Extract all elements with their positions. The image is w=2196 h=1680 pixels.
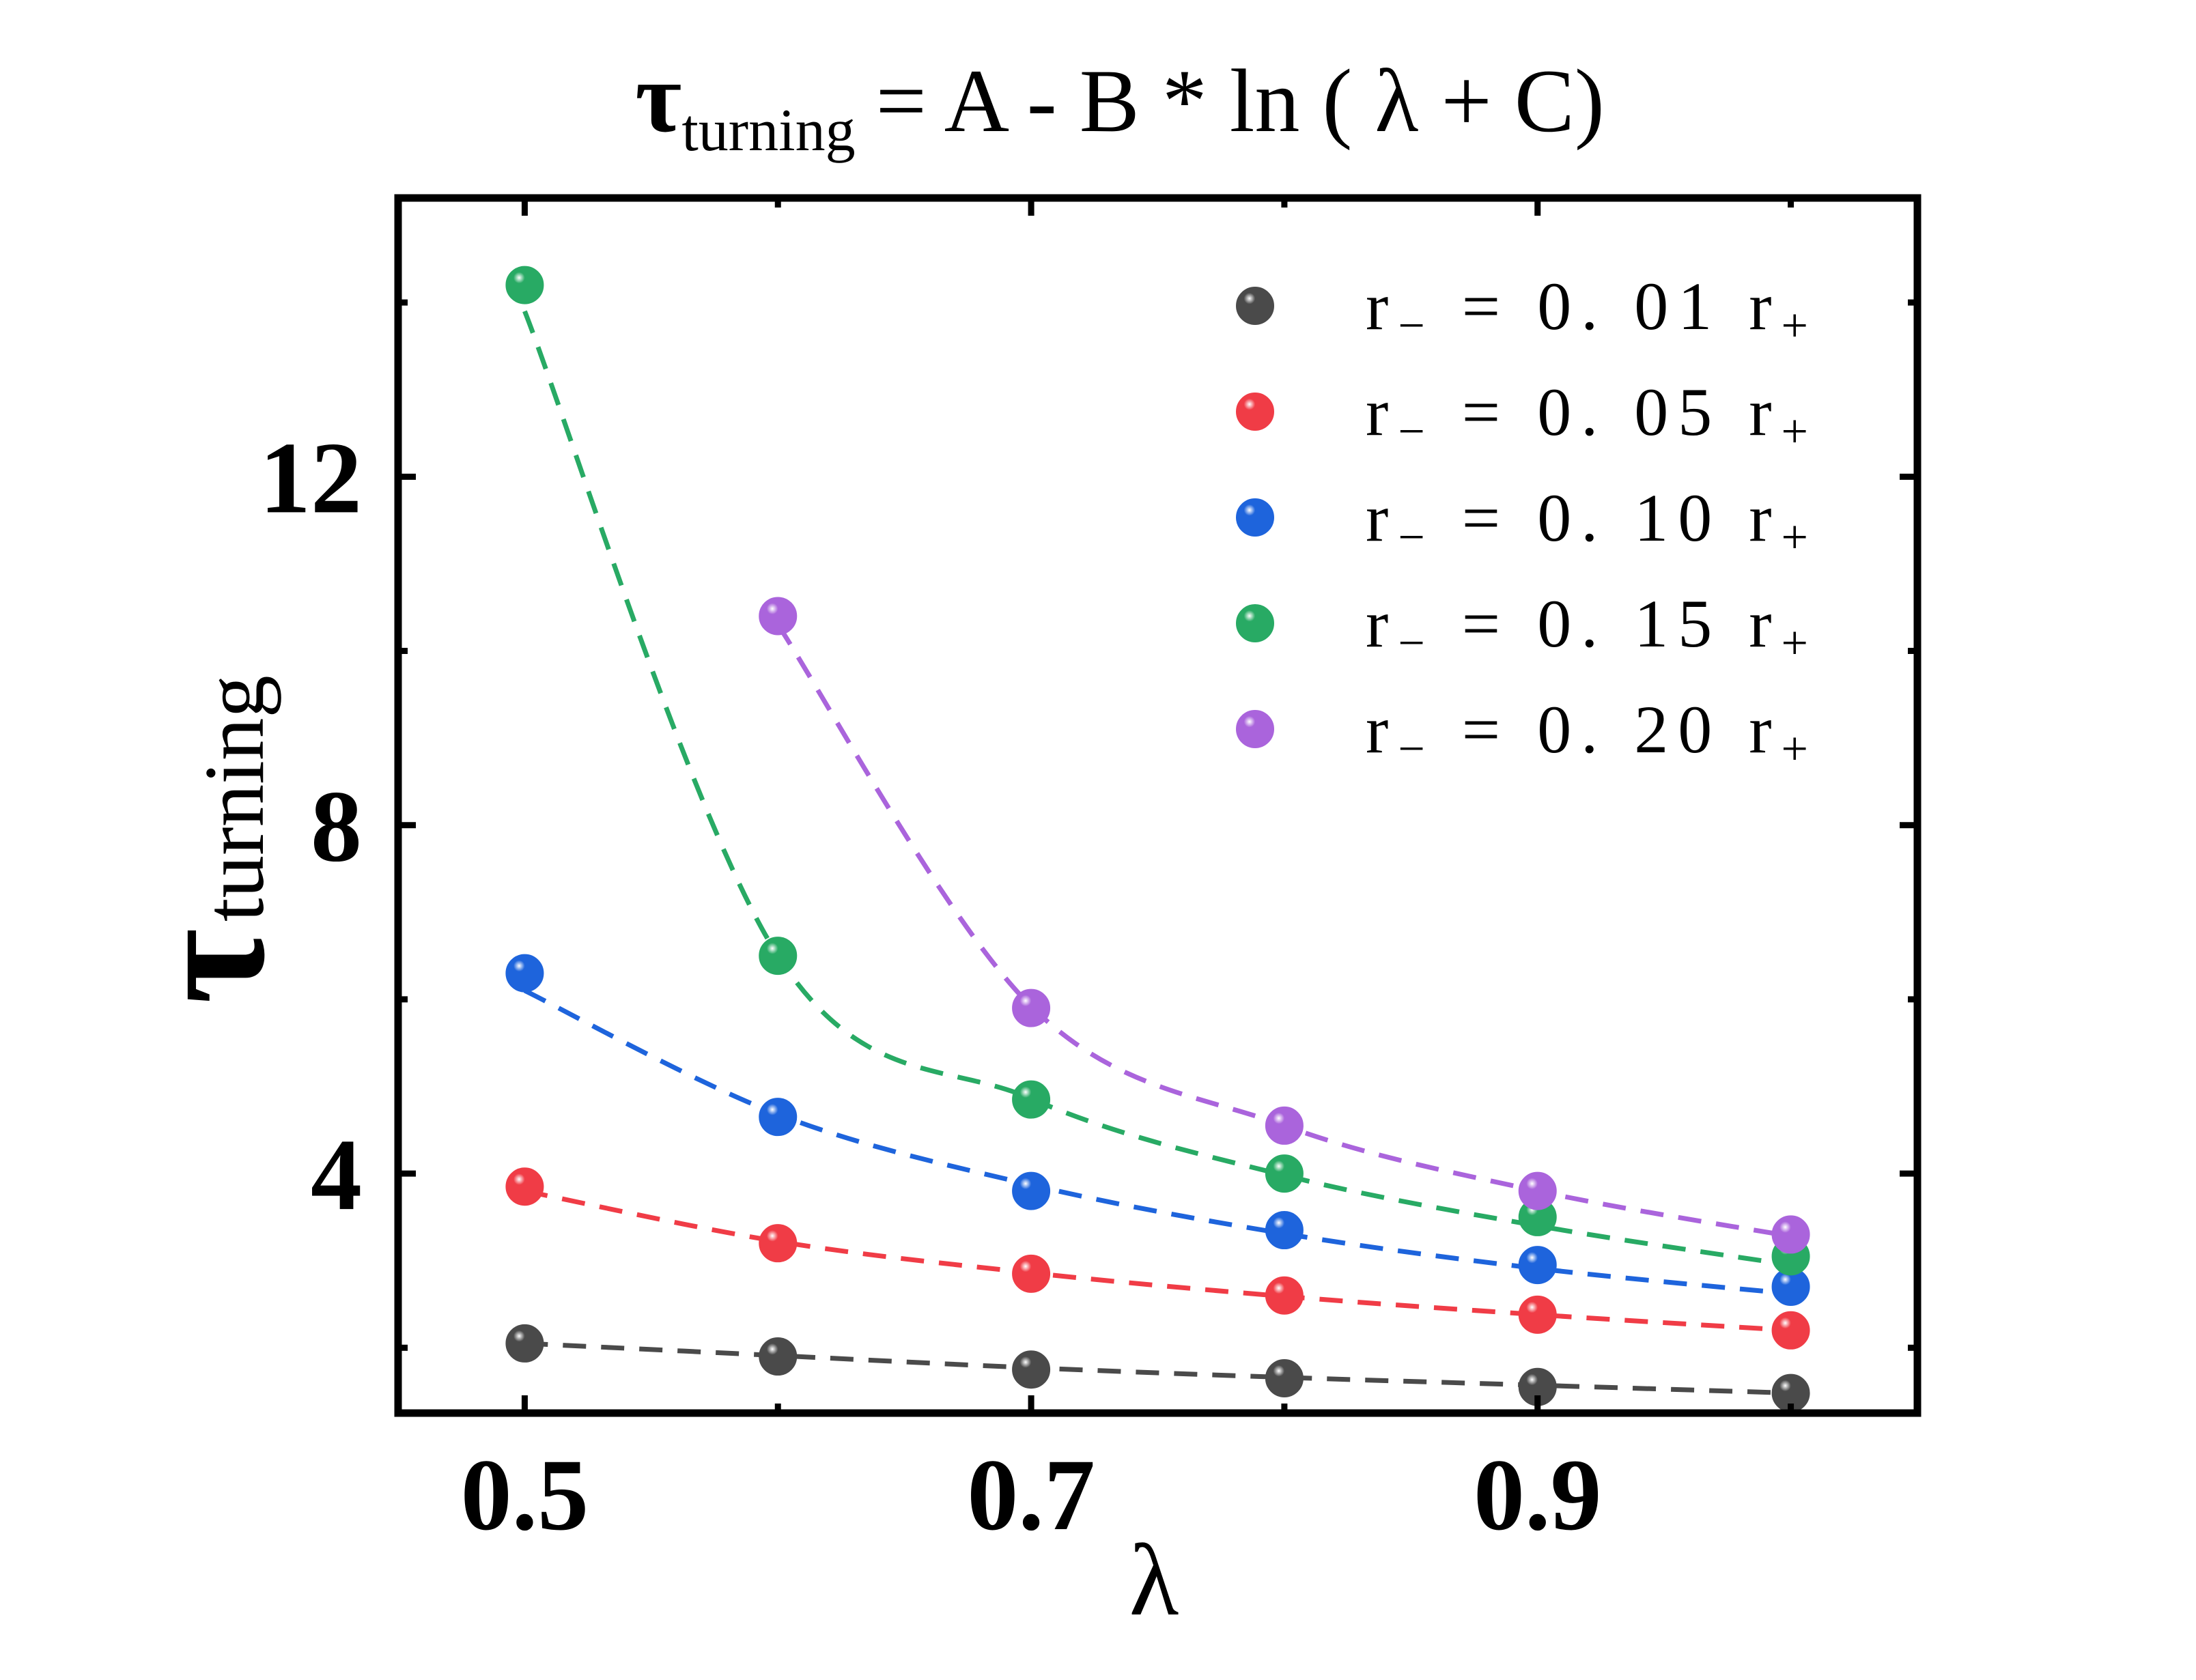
chart-title: τturning = A - B * ln ( λ + C): [635, 42, 1605, 164]
fit-line-series-2: [523, 988, 1791, 1296]
fit-line-series-4: [776, 623, 1792, 1239]
data-point-series-2: [759, 1098, 798, 1137]
x-tick-label: 0.5: [461, 1438, 589, 1552]
data-point-series-0: [505, 1324, 544, 1363]
legend-label-0: r− = 0. 01 r+: [1366, 268, 1818, 352]
fit-lines: [522, 310, 1792, 1396]
legend-label-4: r− = 0. 20 r+: [1366, 692, 1818, 775]
data-point-series-3: [1012, 1080, 1051, 1119]
legend-marker-3: [1236, 604, 1274, 642]
data-point-series-4: [1012, 988, 1051, 1027]
data-point-series-4: [759, 597, 798, 636]
x-tick-label: 0.9: [1474, 1438, 1602, 1552]
x-tick-label: 0.7: [967, 1438, 1095, 1552]
data-point-series-0: [1012, 1350, 1051, 1389]
legend-marker-4: [1236, 710, 1274, 748]
x-axis-label: λ: [1129, 1524, 1179, 1637]
data-point-series-0: [759, 1337, 798, 1376]
data-point-series-2: [505, 954, 544, 993]
data-point-series-1: [1265, 1276, 1304, 1315]
data-point-series-3: [1265, 1154, 1304, 1193]
title-equation: = A - B * ln ( λ + C): [876, 51, 1605, 151]
y-tick-label: 4: [311, 1118, 362, 1231]
legend-label-3: r− = 0. 15 r+: [1366, 586, 1818, 670]
legend: r− = 0. 01 r+ r− = 0. 05 r+ r− = 0. 10 r+ r− = 0. 15 r+…: [1236, 268, 1818, 775]
data-point-series-3: [759, 937, 798, 976]
legend-label-1: r− = 0. 05 r+: [1366, 374, 1818, 458]
plot-frame: [394, 194, 1922, 1417]
y-axis-label: τturning: [117, 675, 298, 1004]
fit-line-series-3: [522, 310, 1792, 1268]
data-point-series-4: [1771, 1215, 1810, 1254]
data-point-series-1: [759, 1224, 798, 1263]
data-point-series-1: [1771, 1311, 1810, 1350]
data-point-series-0: [1265, 1358, 1304, 1397]
data-point-series-4: [1265, 1106, 1304, 1145]
tick-labels: 0.5 0.7 0.9 4 8 12: [259, 421, 1602, 1552]
y-axis-subscript: turning: [188, 675, 282, 922]
legend-marker-1: [1236, 393, 1274, 431]
legend-marker-2: [1236, 498, 1274, 537]
data-point-series-2: [1012, 1171, 1051, 1210]
y-tick-label: 12: [259, 421, 362, 535]
data-point-series-3: [505, 266, 544, 304]
fit-line-series-0: [524, 1341, 1791, 1396]
legend-label-2: r− = 0. 10 r+: [1366, 480, 1818, 564]
data-point-series-1: [1012, 1254, 1051, 1293]
legend-marker-0: [1236, 287, 1274, 325]
data-point-series-4: [1518, 1171, 1557, 1210]
title-tau-symbol: τ: [635, 42, 681, 154]
data-point-series-1: [1518, 1295, 1557, 1334]
data-point-series-2: [1265, 1211, 1304, 1250]
data-points: [505, 266, 1810, 1412]
fit-line-series-1: [524, 1188, 1791, 1333]
y-axis-tau-symbol: τ: [117, 928, 298, 1004]
data-point-series-1: [505, 1167, 544, 1206]
data-point-series-2: [1518, 1246, 1557, 1285]
y-tick-label: 8: [311, 770, 362, 883]
title-subscript: turning: [681, 98, 855, 164]
